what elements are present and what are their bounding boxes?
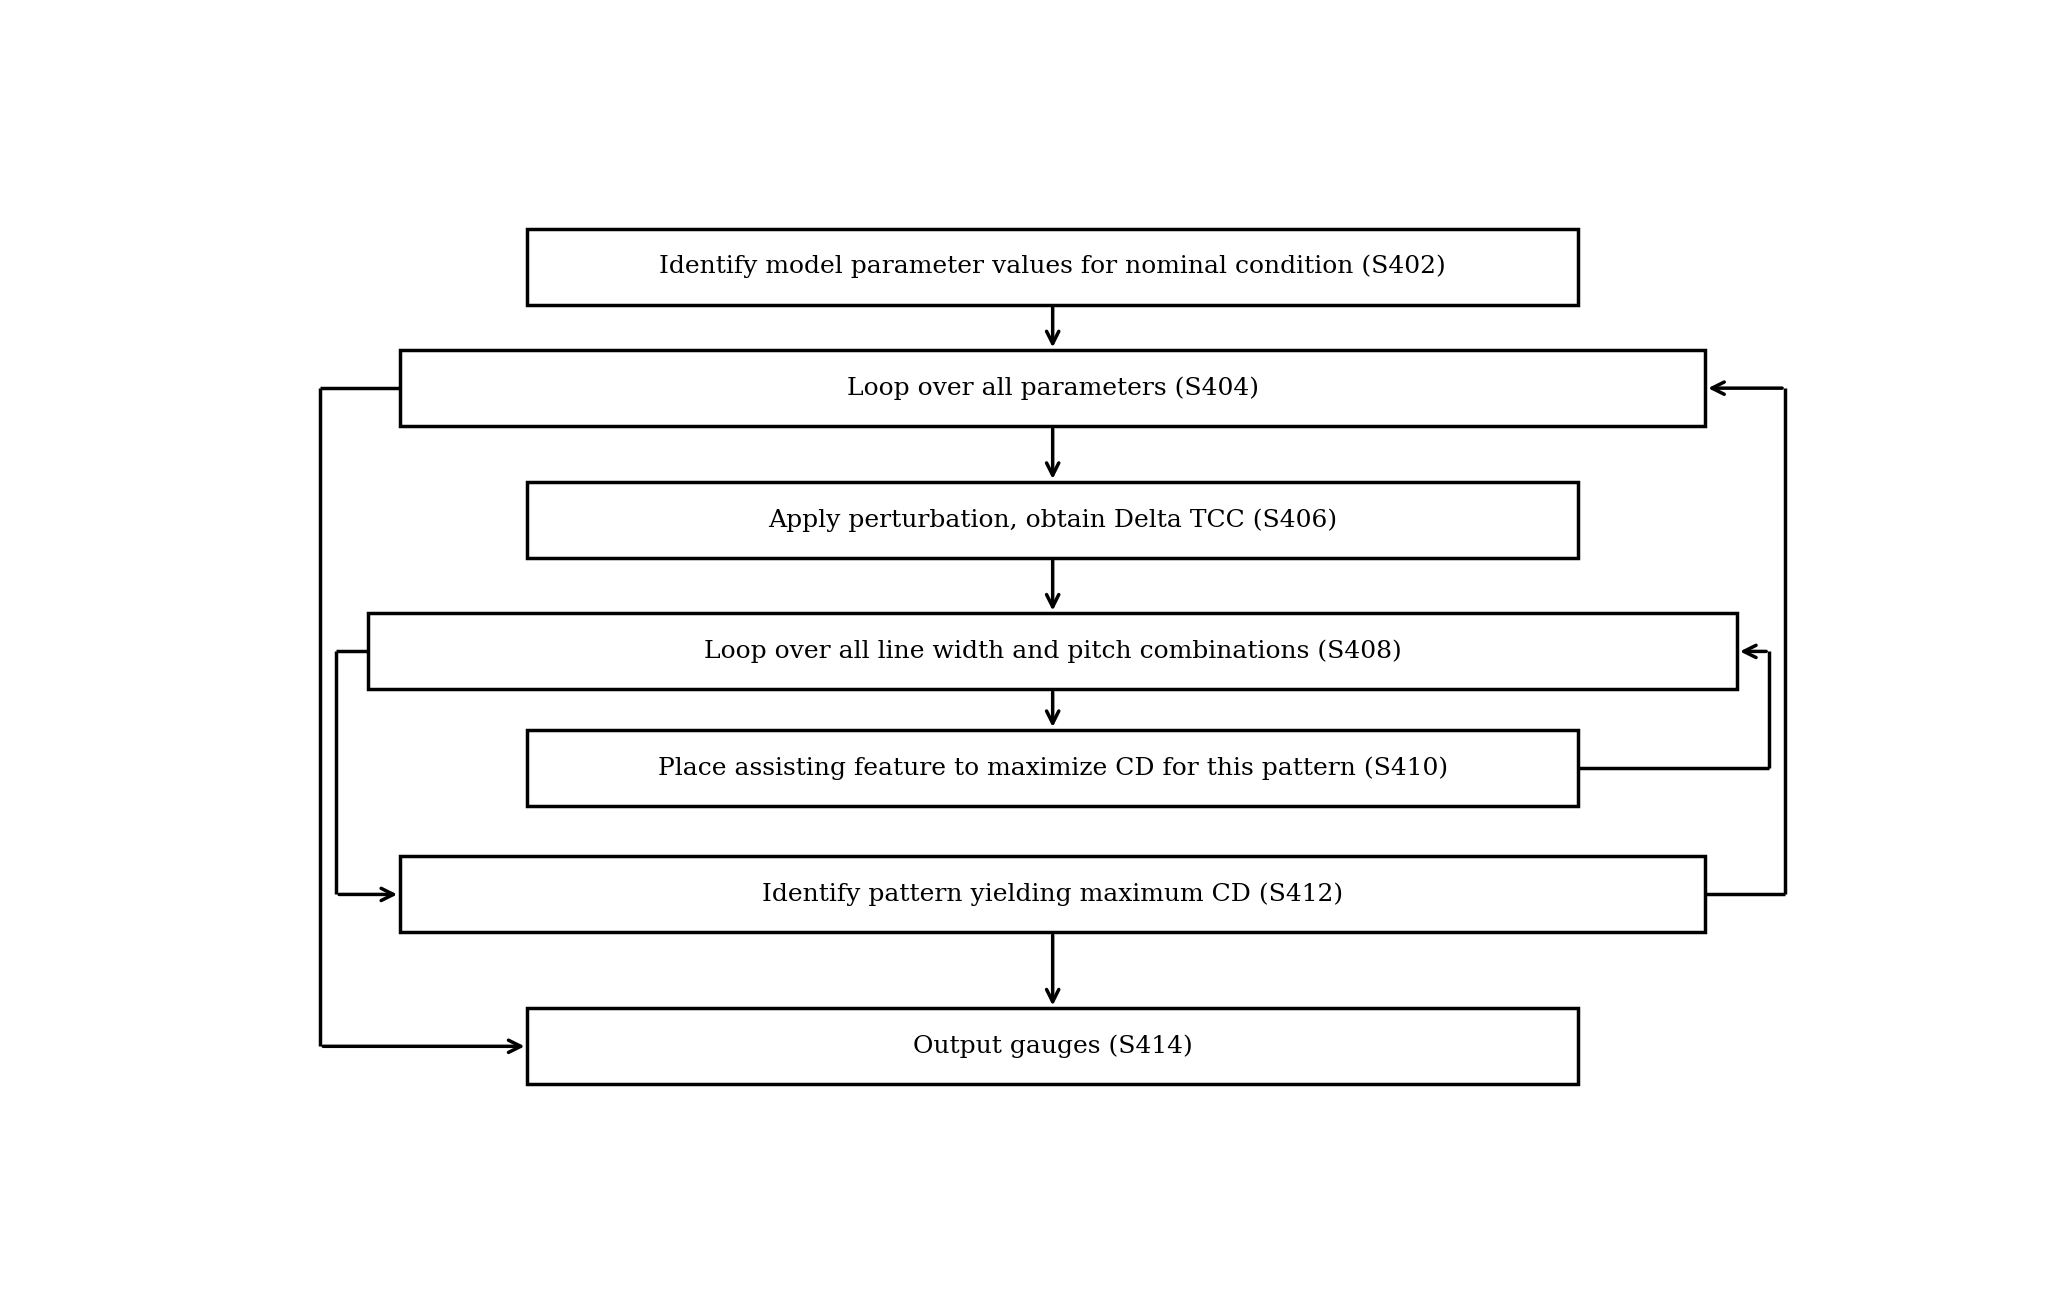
FancyBboxPatch shape — [528, 730, 1577, 806]
Text: Place assisting feature to maximize CD for this pattern (S410): Place assisting feature to maximize CD f… — [657, 756, 1448, 780]
Text: Apply perturbation, obtain Delta TCC (S406): Apply perturbation, obtain Delta TCC (S4… — [768, 508, 1337, 531]
Text: Identify pattern yielding maximum CD (S412): Identify pattern yielding maximum CD (S4… — [762, 882, 1343, 906]
FancyBboxPatch shape — [368, 614, 1738, 689]
FancyBboxPatch shape — [401, 350, 1705, 426]
Text: Output gauges (S414): Output gauges (S414) — [912, 1035, 1193, 1059]
FancyBboxPatch shape — [528, 1009, 1577, 1085]
Text: Loop over all line width and pitch combinations (S408): Loop over all line width and pitch combi… — [705, 639, 1401, 663]
Text: Loop over all parameters (S404): Loop over all parameters (S404) — [846, 376, 1259, 400]
FancyBboxPatch shape — [401, 856, 1705, 932]
Text: Identify model parameter values for nominal condition (S402): Identify model parameter values for nomi… — [659, 255, 1446, 279]
FancyBboxPatch shape — [528, 481, 1577, 558]
FancyBboxPatch shape — [528, 229, 1577, 305]
